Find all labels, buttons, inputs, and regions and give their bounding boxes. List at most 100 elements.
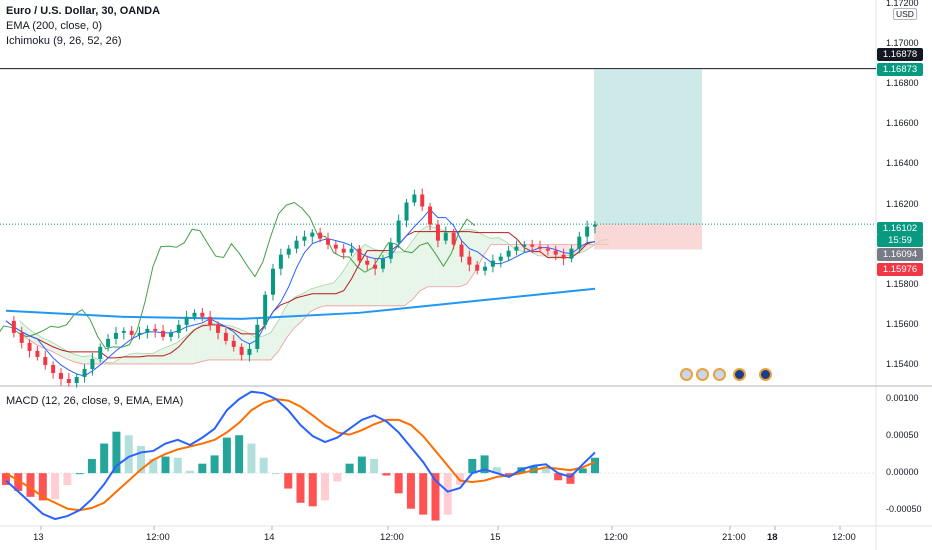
candle-body xyxy=(200,312,205,317)
time-tick-label: 13 xyxy=(33,532,44,543)
macd-histogram-bar xyxy=(333,473,342,482)
us-flag-icon[interactable] xyxy=(713,368,726,381)
ichimoku-cloud-segment xyxy=(404,241,413,306)
candle-body xyxy=(459,244,464,257)
macd-histogram-bar xyxy=(271,473,280,475)
candle-body xyxy=(538,246,543,249)
macd-line xyxy=(5,390,596,521)
macd-histogram-bar xyxy=(382,473,391,476)
candle-body xyxy=(365,260,370,265)
ichimoku-cloud-segment xyxy=(270,320,279,360)
macd-histogram-bar xyxy=(321,473,330,501)
price-tick-label: 1.17200 xyxy=(886,0,919,9)
macd-histogram-bar xyxy=(173,457,182,474)
candle-body xyxy=(318,232,323,239)
macd-histogram-bar xyxy=(136,445,145,474)
candle-body xyxy=(333,244,338,249)
candle-body xyxy=(208,316,213,325)
candle-body xyxy=(443,232,448,241)
candle-body xyxy=(396,220,401,243)
ichimoku-span-a xyxy=(19,225,609,363)
ichimoku-cloud-segment xyxy=(427,226,436,287)
ichimoku-cloud-segment xyxy=(286,297,295,338)
macd-histogram-bar xyxy=(124,435,133,474)
candle-body xyxy=(569,248,574,259)
candle-body xyxy=(475,264,480,271)
us-flag-icon[interactable] xyxy=(696,368,709,381)
candle-body xyxy=(98,346,103,359)
countdown-tag: 15:59 xyxy=(877,234,923,247)
candle-body xyxy=(255,324,260,349)
ichimoku-cloud-segment xyxy=(420,226,428,291)
ichimoku-cloud-segment xyxy=(262,332,271,360)
macd-histogram-bar xyxy=(541,468,550,474)
time-tick-label: 21:00 xyxy=(722,532,746,543)
macd-histogram-bar xyxy=(480,455,489,474)
candle-body xyxy=(27,342,32,351)
ichimoku-cloud-segment xyxy=(388,251,397,306)
candle-body xyxy=(82,368,87,377)
time-tick-label: 18 xyxy=(767,532,778,543)
ichimoku-cloud-segment xyxy=(490,237,499,245)
ichimoku-cloud-segment xyxy=(302,289,311,321)
price-tick-label: 1.16200 xyxy=(886,198,919,209)
symbol-title[interactable]: Euro / U.S. Dollar, 30, OANDA xyxy=(6,5,161,17)
candle-body xyxy=(11,320,16,333)
macd-histogram-bar xyxy=(247,443,256,474)
candle-body xyxy=(428,206,433,225)
ichimoku-cloud-segment xyxy=(137,353,146,364)
ichimoku-cloud-segment xyxy=(207,323,216,360)
last-price-tag: 1.16102 xyxy=(877,222,923,235)
ichimoku-cloud-segment xyxy=(200,323,208,362)
candle-body xyxy=(19,332,24,343)
price-tick-label: 1.15800 xyxy=(886,278,919,289)
us-flag-icon[interactable] xyxy=(680,368,693,381)
currency-badge[interactable]: USD xyxy=(893,8,917,20)
ichimoku-cloud-segment xyxy=(294,293,303,328)
eu-flag-icon[interactable] xyxy=(733,368,746,381)
candle-body xyxy=(561,254,566,259)
ichimoku-cloud-segment xyxy=(412,230,421,300)
candle-body xyxy=(263,294,268,325)
candle-body xyxy=(223,332,228,341)
time-tick-label: 14 xyxy=(264,532,275,543)
macd-histogram-bar xyxy=(198,463,207,474)
eu-flag-icon[interactable] xyxy=(759,368,772,381)
candle-body xyxy=(545,248,550,251)
ichimoku-cloud-segment xyxy=(310,286,318,312)
ichimoku-cloud-segment xyxy=(82,355,91,364)
stop-price-tag: 1.15976 xyxy=(877,263,923,276)
candle-body xyxy=(278,254,283,269)
macd-histogram-bar xyxy=(2,473,10,486)
ichimoku-cloud-segment xyxy=(43,338,51,351)
macd-histogram-bar xyxy=(554,473,563,481)
time-tick-label: 12:00 xyxy=(380,532,404,543)
candle-body xyxy=(577,236,582,249)
price-tick-label: 1.15600 xyxy=(886,318,919,329)
candle-body xyxy=(412,194,417,203)
loss-zone xyxy=(594,224,702,250)
candle-body xyxy=(239,346,244,355)
macd-tick-label: 0.00000 xyxy=(886,467,919,478)
ema-200-line xyxy=(5,287,596,320)
candle-body xyxy=(168,332,173,337)
ema-legend[interactable]: EMA (200, close, 0) xyxy=(6,20,102,32)
candle-body xyxy=(216,324,221,333)
candle-body xyxy=(467,256,472,265)
profit-zone xyxy=(594,69,702,225)
ichimoku-legend[interactable]: Ichimoku (9, 26, 52, 26) xyxy=(6,35,122,47)
candle-body xyxy=(553,250,558,255)
price-tick-label: 1.16600 xyxy=(886,118,919,129)
macd-legend[interactable]: MACD (12, 26, close, 9, EMA, EMA) xyxy=(6,395,184,407)
candle-body xyxy=(106,338,111,347)
macd-histogram-bar xyxy=(284,473,293,489)
ichimoku-cloud-segment xyxy=(168,342,177,364)
macd-histogram-bar xyxy=(591,457,599,474)
price-tick-label: 1.16400 xyxy=(886,158,919,169)
macd-histogram-bar xyxy=(259,457,268,474)
macd-histogram-bar xyxy=(296,473,305,503)
candle-body xyxy=(483,266,488,271)
macd-histogram-bar xyxy=(100,443,109,474)
